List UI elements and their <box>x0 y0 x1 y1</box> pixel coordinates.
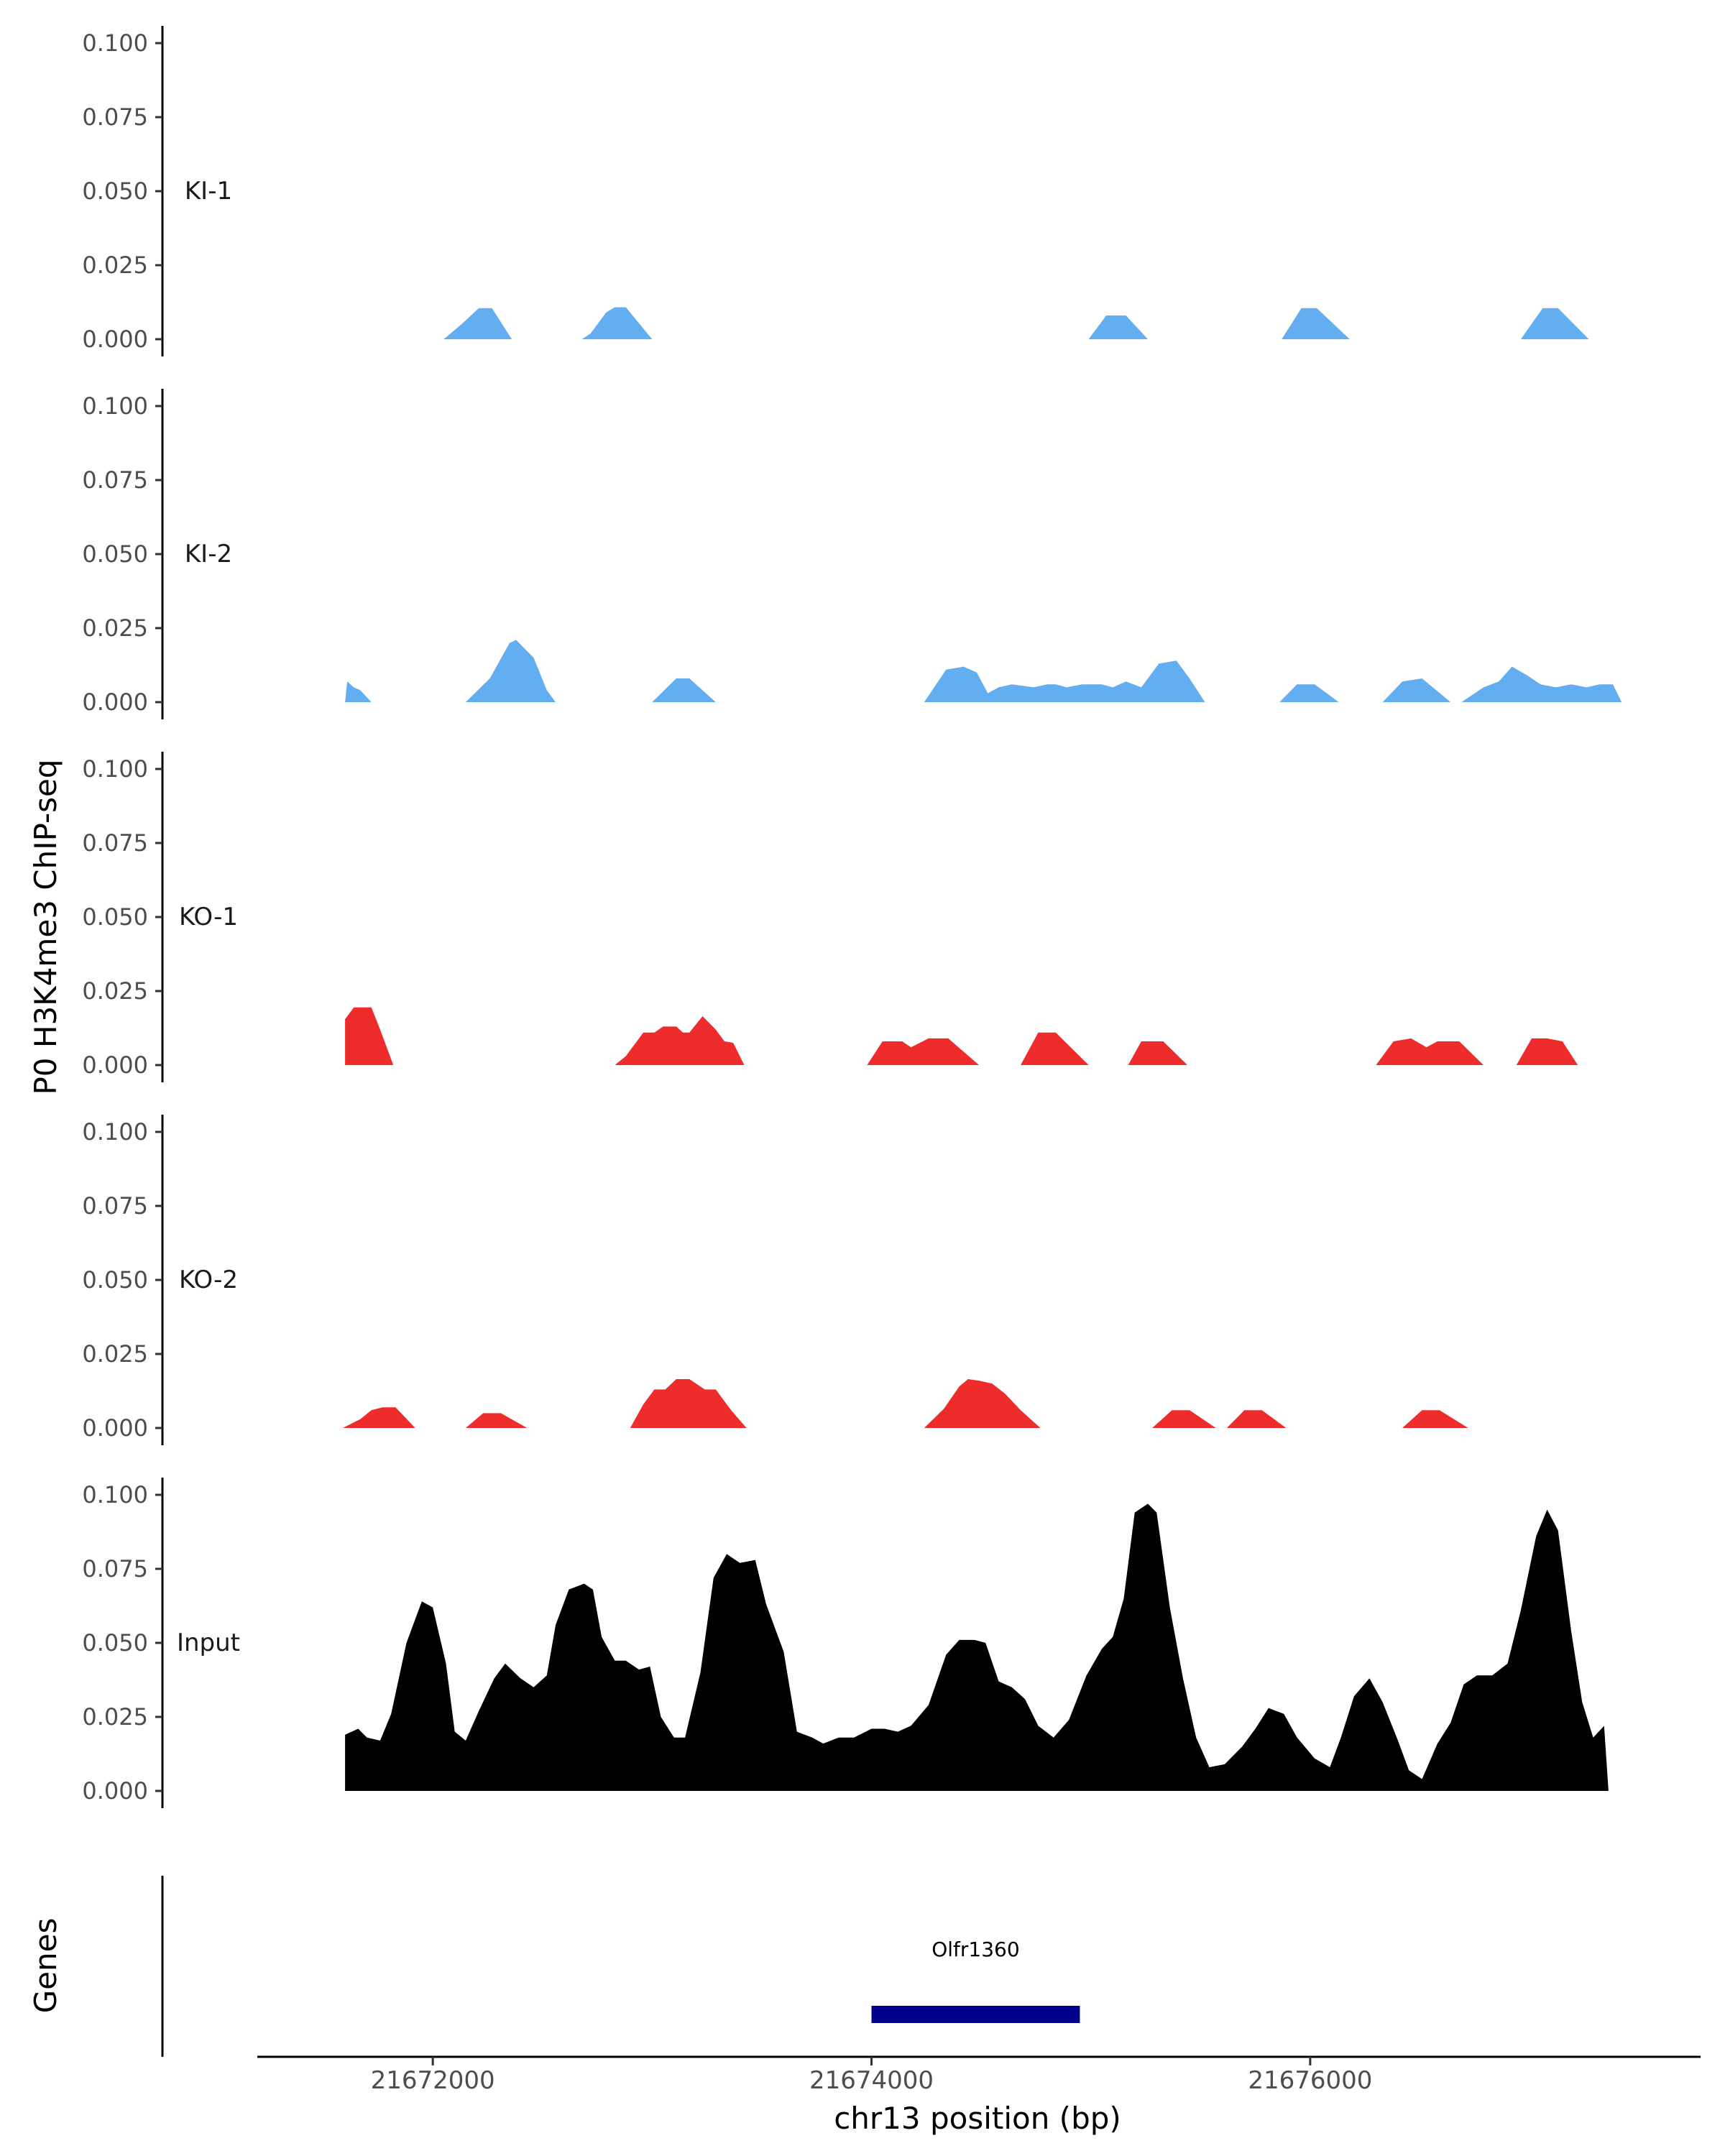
y-tick-label: 0.000 <box>82 326 148 353</box>
y-tick-label: 0.000 <box>82 1777 148 1805</box>
track-label-ki-2: KI-2 <box>185 540 232 568</box>
y-tick-label: 0.100 <box>82 755 148 783</box>
x-tick-label: 21676000 <box>1248 2066 1372 2095</box>
track-area-input <box>345 1503 1609 1791</box>
y-tick-label: 0.050 <box>82 178 148 205</box>
y-tick-label: 0.050 <box>82 903 148 931</box>
track-area-ko-1 <box>345 1007 1578 1065</box>
x-tick-label: 21672000 <box>371 2066 495 2095</box>
y-tick-label: 0.025 <box>82 977 148 1005</box>
y-tick-label: 0.025 <box>82 1340 148 1368</box>
y-axis-title: P0 H3K4me3 ChIP-seq <box>28 759 63 1095</box>
track-area-ki-2 <box>345 640 1622 702</box>
y-tick-label: 0.075 <box>82 103 148 131</box>
gene-body-olfr1360 <box>871 2006 1080 2023</box>
y-tick-label: 0.050 <box>82 1266 148 1294</box>
track-label-input: Input <box>177 1628 240 1657</box>
y-tick-label: 0.025 <box>82 1703 148 1731</box>
y-tick-label: 0.025 <box>82 252 148 279</box>
y-tick-label: 0.050 <box>82 540 148 568</box>
track-label-ko-2: KO-2 <box>179 1266 238 1294</box>
track-area-ki-1 <box>356 307 1589 339</box>
y-tick-label: 0.100 <box>82 1481 148 1508</box>
y-tick-label: 0.000 <box>82 1051 148 1079</box>
y-tick-label: 0.100 <box>82 29 148 57</box>
track-label-ki-1: KI-1 <box>185 177 232 206</box>
y-tick-label: 0.050 <box>82 1629 148 1657</box>
genes-axis-title: Genes <box>28 1918 63 2014</box>
y-tick-label: 0.100 <box>82 392 148 420</box>
y-tick-label: 0.100 <box>82 1118 148 1146</box>
track-area-ko-2 <box>343 1379 1468 1428</box>
x-axis-title: chr13 position (bp) <box>834 2101 1121 2136</box>
y-tick-label: 0.000 <box>82 1414 148 1442</box>
x-tick-label: 21674000 <box>809 2066 934 2095</box>
y-tick-label: 0.075 <box>82 829 148 857</box>
y-tick-label: 0.025 <box>82 614 148 642</box>
y-tick-label: 0.075 <box>82 1555 148 1583</box>
y-tick-label: 0.075 <box>82 466 148 494</box>
y-tick-label: 0.075 <box>82 1192 148 1220</box>
gene-label: Olfr1360 <box>932 1938 1019 1961</box>
y-tick-label: 0.000 <box>82 688 148 716</box>
track-label-ko-1: KO-1 <box>179 903 238 931</box>
